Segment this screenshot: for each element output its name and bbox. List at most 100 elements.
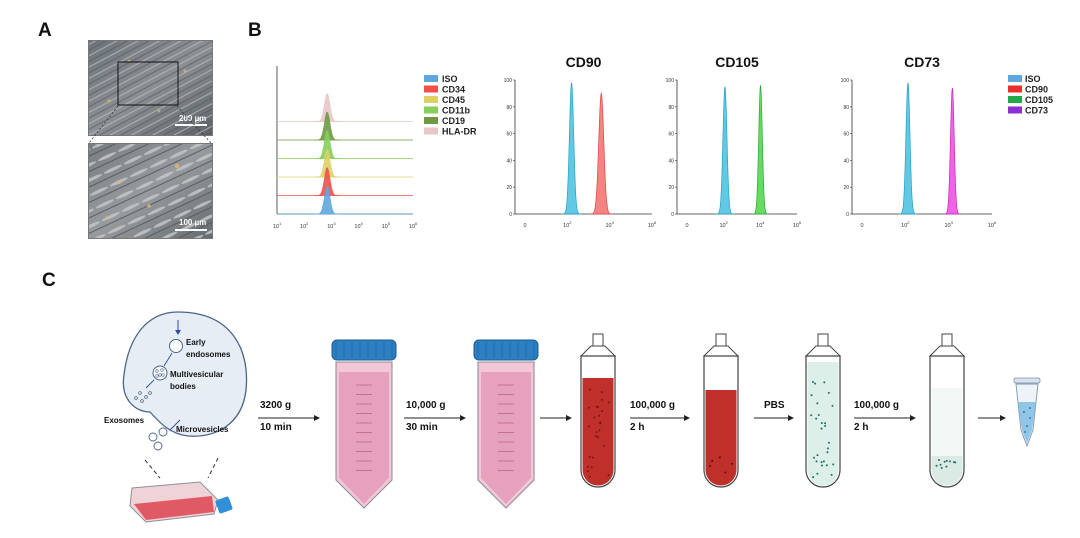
flask-connector-left [144,459,161,479]
particle [593,416,596,419]
particle [810,414,813,417]
marker-legend-label: CD73 [1025,106,1048,116]
microvesicle [158,427,168,437]
panel-letter-c: C [42,270,56,291]
particle [724,471,727,474]
tube-contents [582,378,614,486]
particle [601,398,604,401]
particle [827,391,830,394]
particle [590,466,593,469]
tube-neck [592,333,604,347]
flask-cap [215,496,233,514]
particle [820,427,823,430]
histogram-x-tick: 104 [756,220,765,229]
histogram-peak-CD73 [943,87,962,215]
histogram-y-tick: 80 [843,105,849,111]
step-label-top-4: PBS [764,400,785,411]
histogram-peak-ISO [561,82,582,215]
particle [815,417,818,420]
step-label-top-1: 3200 g [260,400,291,411]
marker-legend-label: CD105 [1025,95,1053,105]
exosome-vesicle [144,395,148,399]
tube-neck [941,333,953,347]
particle [587,425,590,428]
step-label-bottom-2: 30 min [406,422,438,433]
particle [599,421,602,424]
histogram-title: CD90 [566,54,602,70]
overlay-x-tick: 105 [382,221,391,230]
particle [816,472,819,475]
step-label-top-5: 100,000 g [854,400,899,411]
tube-pellet-zone [931,456,963,486]
particle [598,414,601,417]
microtube-particle [1024,431,1026,433]
particle [586,470,589,473]
particle [820,422,823,425]
particle [826,447,829,450]
scale-bar-label-bottom: 100 µm [179,218,207,227]
particle [824,424,827,427]
histogram-y-tick: 60 [668,132,674,138]
tube-cap [331,339,397,361]
intraluminal-vesicle [155,374,159,378]
zoom-connector-right [176,105,212,144]
histogram-x-tick: 106 [988,220,997,229]
particle [816,402,819,405]
microcentrifuge-tube [1013,377,1041,448]
overlay-legend-swatch [424,96,438,103]
overlay-legend-label: CD45 [442,95,465,105]
particle [603,444,606,447]
particle [830,473,833,476]
histogram-y-tick: 60 [506,132,512,138]
overlay-x-tick: 102 [300,221,309,230]
step-label-bottom-3: 2 h [630,422,644,433]
tube-shoulder [702,345,740,357]
particle [586,465,589,468]
tube-contents [705,390,737,486]
marker-legend-swatch [1008,85,1022,93]
marker-legend-swatch [1008,75,1022,82]
label-microvesicles: Microvesicles [176,425,229,434]
histogram-y-tick: 40 [668,158,674,164]
panel-b: 101102103104105106ISOCD34CD45CD11bCD19HL… [273,54,1053,230]
microtube-particle [1026,425,1028,427]
histogram-peak-CD90 [589,92,614,215]
particle [596,405,599,408]
tube-cap [473,339,539,361]
particle [826,451,829,454]
particle [598,429,601,432]
intraluminal-vesicle [155,369,159,373]
ultracentrifuge-tube-1 [579,333,617,488]
exosome-vesicle [148,391,152,395]
panel-c: Early endosomes Multivesicular bodies Exosom… [104,311,1041,523]
step-arrow-plain-1-head [566,415,572,421]
particle [607,401,610,404]
particle [817,414,820,417]
histogram-y-tick: 60 [843,132,849,138]
overlay-legend-label: CD19 [442,116,465,126]
overlay-legend-swatch [424,117,438,124]
ultracentrifuge-tube-2 [702,333,740,488]
tube-contents [807,362,839,486]
particle [718,456,721,459]
particle [827,441,830,444]
overlay-peak-CD19 [314,111,340,141]
early-endosome [169,339,183,353]
secretion-arrow [145,379,155,389]
particle [587,406,590,409]
overlay-legend-label: ISO [442,74,458,84]
microtube-contents [1018,402,1036,443]
particle [825,464,828,467]
zoom-connector-left [88,105,119,144]
marker-legend-swatch [1008,106,1022,114]
overlay-legend-swatch [424,106,438,114]
histogram-x-tick: 102 [901,220,910,229]
particle [945,465,948,468]
histogram-peak-ISO [715,86,735,215]
conical-tube-1 [331,339,397,509]
label-early: Early [186,338,206,347]
label-bodies: bodies [170,382,196,391]
particle [815,460,818,463]
